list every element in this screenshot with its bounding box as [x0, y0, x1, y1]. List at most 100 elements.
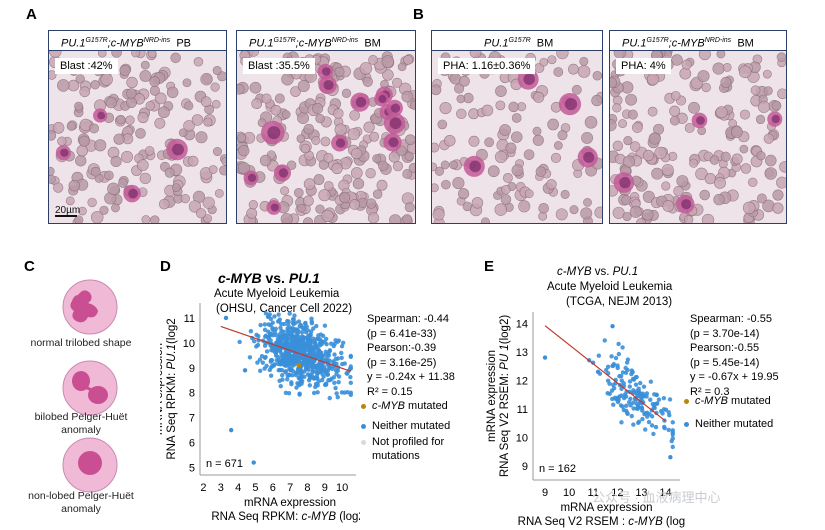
red-blood-cell [771, 100, 782, 111]
data-point [335, 394, 340, 400]
data-point [290, 329, 295, 334]
chart-e-stats: Spearman: -0.55 (p = 3.70e-14) Pearson:-… [690, 312, 779, 399]
red-blood-cell [556, 51, 569, 60]
red-blood-cell [300, 143, 311, 154]
stat-line: (p = 3.70e-14) [690, 327, 760, 340]
data-point [619, 378, 624, 383]
red-blood-cell [432, 142, 440, 153]
red-blood-cell [699, 189, 710, 201]
red-blood-cell [246, 207, 258, 219]
red-blood-cell [178, 128, 188, 138]
red-blood-cell [111, 51, 122, 58]
scale-bar-label: 20µm [55, 205, 81, 216]
data-point [609, 354, 614, 359]
bone-marrow-image [432, 51, 602, 223]
data-point [542, 355, 548, 360]
red-blood-cell [471, 197, 484, 209]
data-point [299, 374, 305, 380]
micrograph-header: PU.1G157R BM [432, 31, 602, 51]
red-blood-cell [763, 86, 773, 96]
blast-nucleus [321, 67, 331, 76]
data-point [339, 355, 344, 361]
red-blood-cell [533, 91, 545, 103]
data-point [257, 357, 263, 362]
red-blood-cell [731, 153, 743, 165]
blast-nucleus [323, 79, 334, 91]
data-point [603, 367, 609, 373]
red-blood-cell [366, 198, 377, 209]
red-blood-cell [297, 112, 310, 125]
data-point [277, 317, 282, 322]
data-point [279, 373, 285, 378]
red-blood-cell [553, 141, 563, 150]
red-blood-cell [480, 217, 490, 223]
red-blood-cell [392, 77, 403, 88]
data-point [633, 375, 638, 380]
blast-nucleus [564, 98, 578, 111]
data-point [272, 314, 277, 319]
red-blood-cell [170, 52, 181, 64]
red-blood-cell [661, 163, 674, 176]
data-point [290, 372, 295, 378]
data-point [312, 350, 318, 356]
y-axis-label: RNA Seq RPKM: PU.1(log2 [166, 318, 178, 459]
red-blood-cell [315, 113, 325, 124]
red-blood-cell [280, 213, 293, 223]
red-blood-cell [315, 204, 325, 214]
data-point [296, 319, 302, 324]
red-blood-cell [577, 65, 591, 78]
y-tick-label: 8 [189, 388, 195, 400]
red-blood-cell [339, 192, 351, 204]
chart-d-subtitle: (OHSU, Cancer Cell 2022) [216, 303, 353, 315]
data-point [322, 365, 327, 370]
red-blood-cell [195, 208, 207, 219]
red-blood-cell [350, 147, 363, 160]
x-tick-label: 14 [659, 487, 671, 499]
data-point [303, 365, 309, 370]
red-blood-cell [610, 77, 617, 89]
data-point [667, 413, 672, 418]
data-point [626, 400, 632, 405]
red-blood-cell [158, 106, 170, 119]
data-point [317, 343, 323, 348]
red-blood-cell [221, 156, 226, 166]
cell-caption-bilobed: bilobed Pelger-Huët anomaly [34, 411, 128, 436]
red-blood-cell [74, 101, 84, 111]
blast-nucleus [270, 203, 279, 212]
data-point [643, 427, 648, 432]
red-blood-cell [139, 70, 152, 82]
red-blood-cell [66, 121, 77, 131]
x-tick-label: 9 [542, 487, 548, 499]
blast-percentage-label: Blast :35.5% [243, 58, 315, 74]
data-point [291, 343, 297, 349]
red-blood-cell [312, 102, 324, 115]
data-point [279, 354, 285, 360]
y-tick-label: 12 [516, 375, 528, 387]
red-blood-cell [776, 52, 786, 62]
red-blood-cell [193, 56, 204, 67]
data-point [309, 358, 314, 364]
data-point [307, 383, 313, 388]
red-blood-cell [237, 161, 250, 175]
data-point [332, 380, 337, 386]
data-point [336, 379, 341, 385]
red-blood-cell [709, 155, 720, 165]
data-point [625, 357, 631, 362]
stat-line: (p = 5.45e-14) [690, 356, 760, 369]
data-point [251, 338, 257, 344]
bone-marrow-image [610, 51, 786, 223]
data-point [268, 358, 274, 363]
red-blood-cell [763, 133, 774, 144]
data-point [319, 377, 325, 383]
data-point [311, 336, 316, 341]
data-point [348, 354, 353, 360]
red-blood-cell [389, 214, 402, 223]
x-tick-label: 6 [270, 482, 276, 494]
red-blood-cell [100, 73, 113, 86]
data-point [308, 329, 314, 334]
data-point [348, 380, 353, 386]
blast-nucleus [267, 126, 281, 140]
data-point [612, 395, 618, 401]
data-point [264, 363, 269, 369]
data-point [648, 379, 654, 384]
